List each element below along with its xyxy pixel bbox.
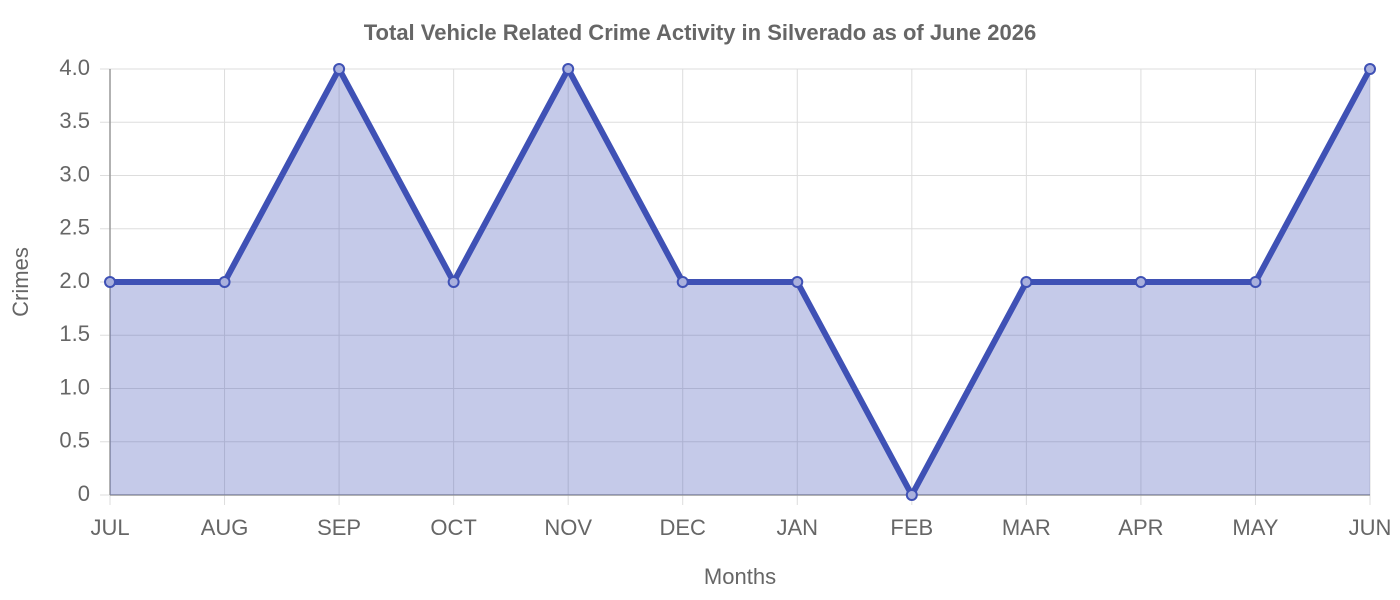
point: [905, 489, 918, 501]
point: [1134, 276, 1147, 288]
x-tick-label: JAN: [776, 515, 818, 540]
point: [676, 276, 689, 288]
y-tick-label: 0: [78, 481, 90, 506]
y-tick-label: 3.0: [59, 161, 90, 186]
x-tick-label: MAR: [1002, 515, 1051, 540]
x-tick-label: JUN: [1349, 515, 1392, 540]
point: [1364, 63, 1376, 75]
point: [1249, 276, 1262, 288]
y-tick-label: 3.5: [59, 108, 90, 133]
y-tick-label: 1.0: [59, 374, 90, 399]
x-tick-label: NOV: [544, 515, 592, 540]
x-tick-label: JUL: [90, 515, 129, 540]
point: [333, 63, 346, 75]
line: [110, 66, 1373, 498]
chart-title: Total Vehicle Related Crime Activity in …: [364, 20, 1036, 45]
x-tick-label: FEB: [890, 515, 933, 540]
y-tick-label: 2.5: [59, 215, 90, 240]
y-tick-label: 0.5: [59, 428, 90, 453]
point: [104, 276, 116, 288]
point: [1020, 276, 1033, 288]
point: [447, 276, 460, 288]
y-tick-label: 2.0: [59, 268, 90, 293]
x-tick-label: OCT: [430, 515, 476, 540]
point: [218, 276, 231, 288]
x-tick-label: DEC: [660, 515, 707, 540]
point: [562, 63, 575, 75]
y-tick-label: 1.5: [59, 321, 90, 346]
y-tick-label: 4.0: [59, 55, 90, 80]
y-axis-title: Crimes: [8, 247, 33, 317]
x-tick-label: AUG: [201, 515, 249, 540]
x-tick-label: MAY: [1232, 515, 1278, 540]
x-tick-label: APR: [1118, 515, 1163, 540]
point: [791, 276, 804, 288]
x-tick-label: SEP: [317, 515, 361, 540]
x-axis-title: Months: [704, 564, 776, 589]
